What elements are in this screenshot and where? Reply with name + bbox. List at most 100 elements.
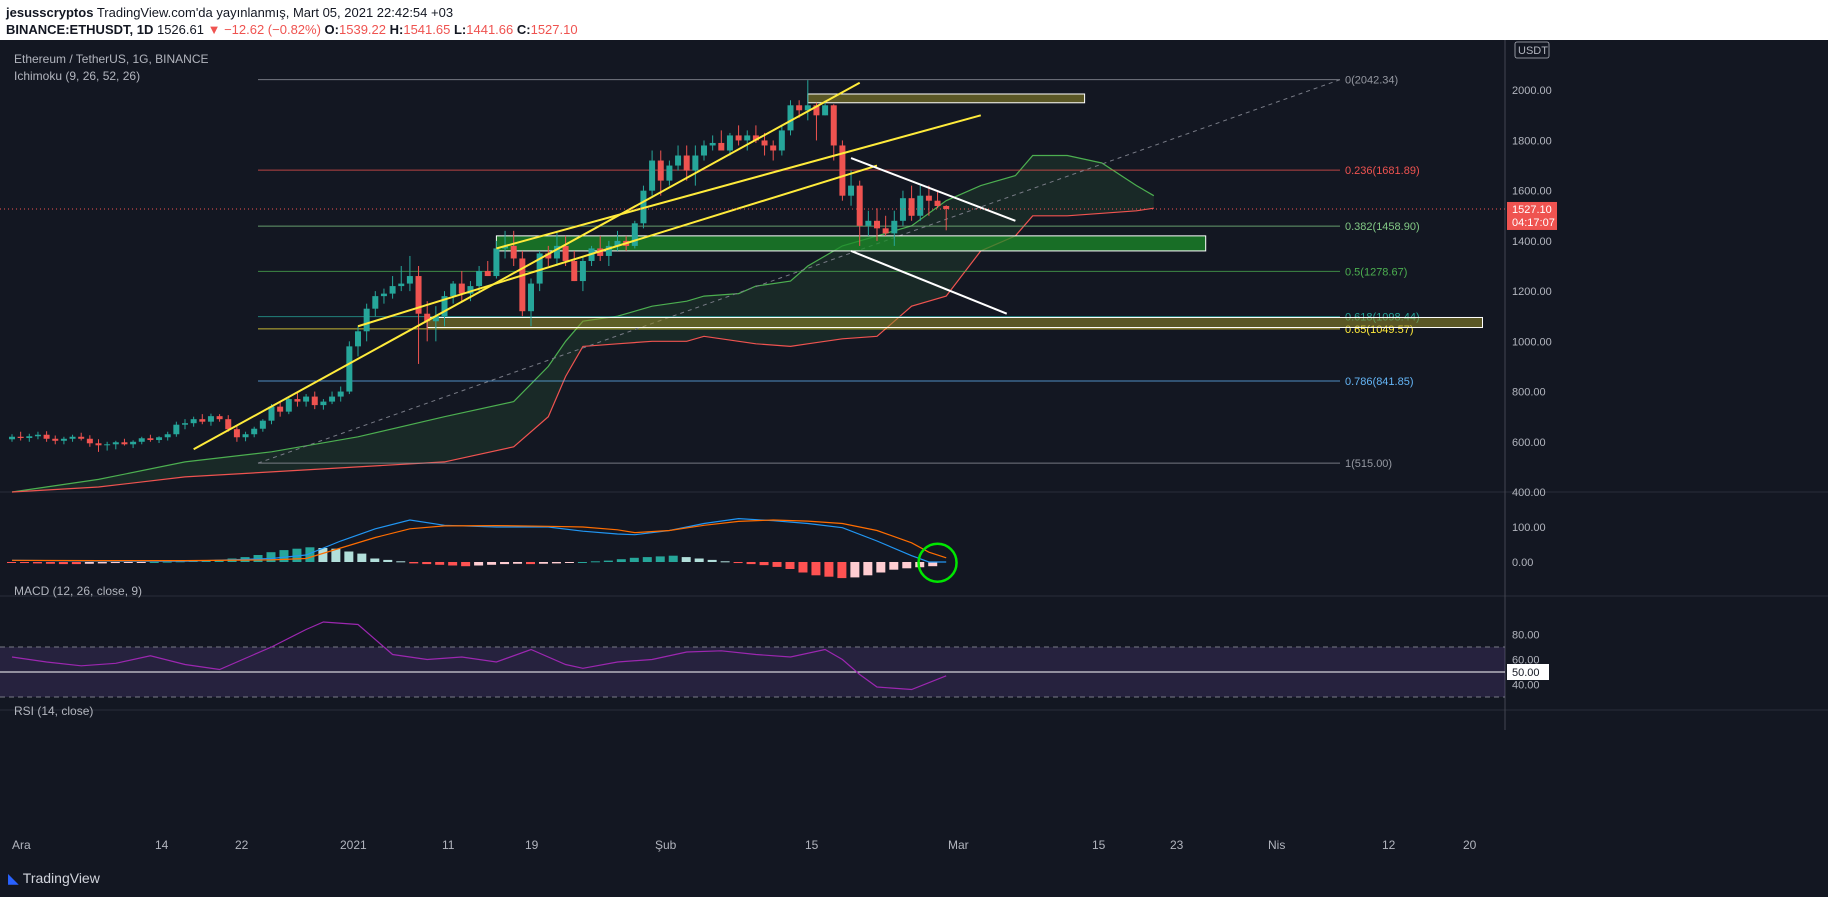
rsi-y-tick: 60.00 <box>1512 655 1540 667</box>
candle <box>26 436 33 439</box>
candle <box>303 396 310 402</box>
footer: ◣ TradingView <box>0 862 1828 897</box>
macd-histogram-bar <box>422 562 432 565</box>
x-tick-label: 23 <box>1170 838 1184 852</box>
macd-histogram-bar <box>513 562 523 564</box>
rsi-line <box>11 621 947 691</box>
candle <box>657 160 664 181</box>
y-tick-label: 400.00 <box>1512 487 1546 499</box>
macd-histogram-bar <box>616 559 626 562</box>
ichimoku-span-a <box>11 154 1155 493</box>
candle <box>69 436 76 439</box>
macd-histogram-bar <box>785 562 795 569</box>
candle <box>43 434 50 439</box>
macd-histogram-bar <box>149 562 159 563</box>
candle <box>441 296 448 317</box>
candle <box>78 436 85 439</box>
candle <box>225 419 232 430</box>
candle <box>380 293 387 297</box>
candle <box>830 105 837 146</box>
macd-histogram-bar <box>759 562 769 566</box>
macd-histogram-bar <box>97 562 107 564</box>
candle <box>545 253 552 259</box>
candle <box>735 135 742 141</box>
candle <box>277 406 284 412</box>
macd-histogram-bar <box>19 562 29 564</box>
macd-histogram-bar <box>526 562 535 565</box>
macd-histogram-bar <box>7 562 16 563</box>
macd-histogram-bar <box>811 562 821 576</box>
candle <box>571 260 578 282</box>
chart-canvas[interactable]: 2000.00 1800.00 1600.00 1400.00 1200.00 1000.… <box>0 40 1828 862</box>
high-value: 1541.65 <box>403 22 451 37</box>
unit-box <box>1514 41 1550 59</box>
candle <box>9 436 15 440</box>
candle <box>216 416 223 420</box>
macd-legend[interactable]: MACD (12, 26, close, 9) <box>14 584 143 598</box>
candle <box>666 165 673 181</box>
macd-histogram-bar <box>564 562 574 563</box>
ichimoku-legend[interactable]: Ichimoku (9, 26, 52, 26) <box>14 69 141 83</box>
macd-histogram-bar <box>32 562 42 564</box>
macd-histogram-bar <box>863 562 873 576</box>
macd-histogram-bar <box>214 559 224 562</box>
tradingview-icon: ◣ <box>8 870 19 886</box>
brand-label: TradingView <box>22 870 100 886</box>
candle <box>510 245 517 259</box>
macd-histogram-bar <box>84 562 94 564</box>
candle <box>943 205 950 209</box>
candle <box>294 399 301 402</box>
candle <box>190 419 197 424</box>
x-tick-label: Ara <box>12 838 31 852</box>
macd-histogram-bar <box>733 562 743 564</box>
macd-histogram-bar <box>603 560 613 562</box>
candle <box>631 223 638 246</box>
low-value: 1441.66 <box>466 22 514 37</box>
symbol-legend: Ethereum / TetherUS, 1G, BINANCE <box>14 52 209 66</box>
macd-histogram-bar <box>162 561 172 563</box>
macd-histogram-bar <box>590 561 600 563</box>
macd-histogram-bar <box>279 550 289 562</box>
candle <box>796 105 803 111</box>
candle <box>268 406 275 421</box>
trend-line <box>357 164 878 328</box>
y-tick-label: 1400.00 <box>1512 236 1552 248</box>
trend-line <box>496 114 982 250</box>
macd-histogram-bar <box>500 562 510 565</box>
candle <box>372 296 379 309</box>
candle <box>320 401 327 406</box>
candle <box>164 434 171 438</box>
macd-histogram-bar <box>655 556 665 562</box>
candle <box>86 438 93 444</box>
x-tick-label: 19 <box>525 838 539 852</box>
macd-histogram-bar <box>928 562 938 567</box>
unit-label: USDT <box>1518 45 1548 57</box>
candle <box>519 258 526 312</box>
candle <box>502 245 509 249</box>
last-price-label: 1527.10 <box>1512 204 1552 216</box>
open-label: O: <box>324 22 339 37</box>
candle <box>355 331 361 347</box>
author-name[interactable]: jesusscryptos <box>6 5 94 20</box>
candle <box>493 248 500 277</box>
candle <box>718 142 725 151</box>
candle <box>891 220 898 234</box>
countdown-label: 04:17:07 <box>1512 217 1555 229</box>
x-tick-label: Mar <box>948 838 969 852</box>
macd-histogram-bar <box>707 559 717 562</box>
candle <box>605 245 612 256</box>
candle <box>908 198 915 216</box>
candle <box>130 441 137 445</box>
macd-histogram-bar <box>266 552 276 562</box>
macd-histogram-bar <box>448 562 458 566</box>
rsi-legend[interactable]: RSI (14, close) <box>14 704 94 718</box>
macd-histogram-bar <box>694 558 704 562</box>
candle <box>259 420 266 429</box>
macd-histogram-bar <box>668 555 678 562</box>
candle <box>683 155 690 171</box>
rsi-y-tick: 40.00 <box>1512 680 1540 692</box>
tradingview-logo[interactable]: ◣ TradingView <box>8 870 100 887</box>
macd-histogram-bar <box>136 562 146 563</box>
macd-histogram-bar <box>551 562 561 564</box>
macd-y-tick: 0.00 <box>1512 557 1533 569</box>
